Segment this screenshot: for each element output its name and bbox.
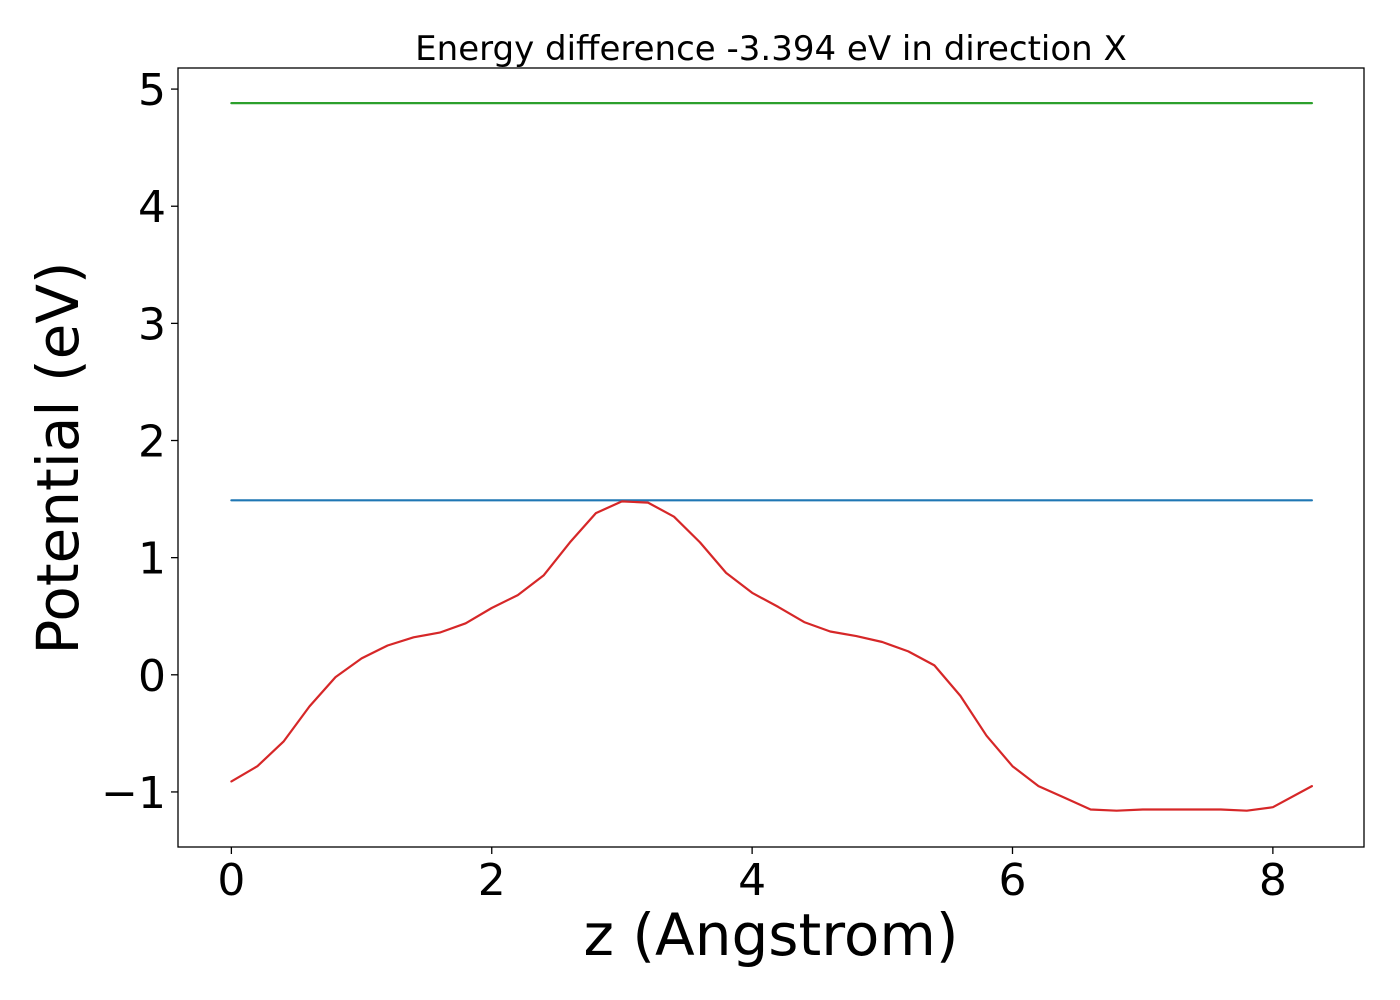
y-tick-label: 0 — [138, 651, 166, 702]
x-tick-label: 8 — [1259, 855, 1287, 906]
x-tick-label: 2 — [478, 855, 506, 906]
x-axis-label: z (Angstrom) — [584, 901, 959, 969]
y-tick-label: 3 — [138, 299, 166, 350]
y-axis-label: Potential (eV) — [24, 261, 92, 654]
y-tick-label: 1 — [138, 534, 166, 585]
series-line-3 — [230, 500, 1313, 812]
y-axis: −1 0 1 2 3 4 5 — [101, 65, 178, 819]
x-tick-label: 4 — [738, 855, 766, 906]
y-tick-label: 5 — [138, 65, 166, 116]
x-axis: 0 2 4 6 8 — [217, 847, 1287, 906]
x-tick-label: 6 — [998, 855, 1026, 906]
x-tick-label: 0 — [217, 855, 245, 906]
chart-title: Energy difference -3.394 eV in direction… — [415, 29, 1127, 69]
y-tick-label: −1 — [101, 768, 166, 819]
y-tick-label: 4 — [138, 182, 166, 233]
plot-frame — [177, 67, 1365, 848]
y-tick-label: 2 — [138, 417, 166, 468]
plot-area — [230, 102, 1313, 812]
